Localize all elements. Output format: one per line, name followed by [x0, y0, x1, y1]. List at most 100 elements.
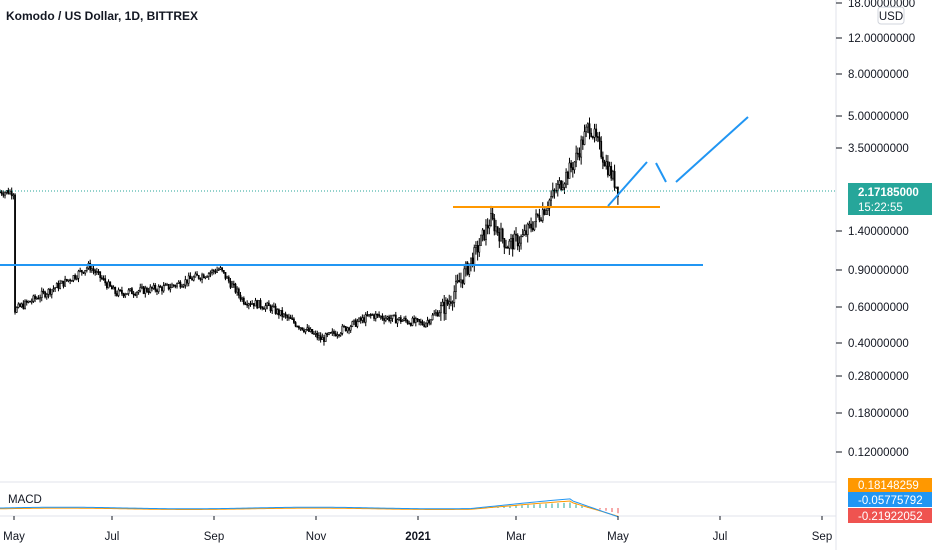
candle [55, 282, 58, 288]
currency-badge[interactable] [877, 6, 905, 25]
candle [483, 229, 486, 242]
time-tick-label: Nov [306, 531, 327, 543]
candle [35, 296, 38, 300]
candle [304, 329, 307, 335]
candle [560, 179, 563, 192]
candle [493, 214, 496, 236]
candle [531, 221, 534, 232]
candle [207, 272, 210, 280]
candle [521, 228, 524, 238]
candle [294, 321, 297, 328]
candle [4, 191, 6, 199]
candle [366, 310, 369, 317]
candle [247, 302, 250, 310]
candle [301, 327, 304, 331]
candle [566, 170, 569, 186]
macd-group [0, 498, 619, 518]
candle [271, 304, 274, 314]
candle [251, 300, 254, 305]
candle [24, 299, 26, 310]
candle [227, 275, 230, 284]
candle [204, 276, 207, 280]
candle [105, 281, 108, 290]
candle [94, 268, 97, 276]
candle [441, 298, 444, 307]
candle [408, 320, 411, 325]
candle [520, 234, 522, 250]
candle [423, 321, 426, 328]
candle [39, 294, 41, 303]
last-price-value: 2.17185000 [858, 187, 919, 199]
candle [396, 318, 399, 328]
candle [104, 275, 107, 286]
candle [212, 269, 215, 275]
candle [508, 238, 511, 255]
currency-label: USD [879, 11, 903, 23]
candle [74, 273, 77, 281]
candle [12, 193, 15, 200]
candle [276, 308, 279, 316]
candle [431, 313, 434, 321]
candle [451, 300, 454, 311]
projection-leg-2[interactable] [655, 162, 667, 183]
candle [526, 222, 529, 243]
candle [343, 324, 345, 328]
candle [378, 311, 380, 319]
candle [52, 285, 55, 293]
candle [585, 124, 588, 138]
candle [60, 280, 63, 284]
candle [231, 280, 234, 288]
candle [321, 333, 324, 340]
candle [473, 244, 476, 272]
candle [182, 283, 185, 289]
candle [394, 311, 397, 324]
candle [413, 315, 416, 324]
candle [523, 224, 526, 236]
candle [277, 308, 280, 319]
candle [201, 272, 203, 284]
candle [59, 279, 62, 290]
candle [187, 272, 190, 287]
candle [110, 284, 113, 290]
candle [403, 316, 406, 322]
candle [364, 312, 367, 327]
candle [239, 291, 242, 302]
candle [57, 280, 60, 292]
candle [176, 282, 178, 289]
candle [131, 287, 133, 295]
candle [368, 314, 370, 318]
candle [10, 187, 13, 200]
candle [429, 319, 432, 326]
candle [242, 296, 245, 306]
candle [550, 190, 553, 207]
candle [279, 310, 282, 317]
projection-leg-1[interactable] [607, 161, 648, 207]
price-tick-label: 0.28000000 [848, 371, 909, 383]
candle [468, 263, 471, 278]
candle [465, 261, 467, 277]
candle [575, 145, 578, 168]
candle [326, 332, 329, 338]
candle [333, 329, 335, 337]
candle [272, 302, 275, 308]
candle [50, 289, 53, 299]
candle [90, 265, 93, 273]
candle [540, 217, 542, 222]
candle [374, 311, 377, 322]
candle [25, 299, 28, 306]
candle [555, 182, 558, 194]
projection-leg-3[interactable] [675, 116, 749, 183]
candle [389, 314, 392, 324]
candle [42, 288, 45, 295]
candle [99, 271, 102, 282]
candle [197, 274, 200, 280]
candles-group [0, 117, 619, 346]
candle [152, 282, 155, 290]
candle [141, 283, 143, 290]
candle [266, 301, 269, 310]
candle [591, 135, 594, 140]
candle [491, 207, 494, 221]
candle [189, 272, 192, 279]
candle [541, 202, 544, 223]
